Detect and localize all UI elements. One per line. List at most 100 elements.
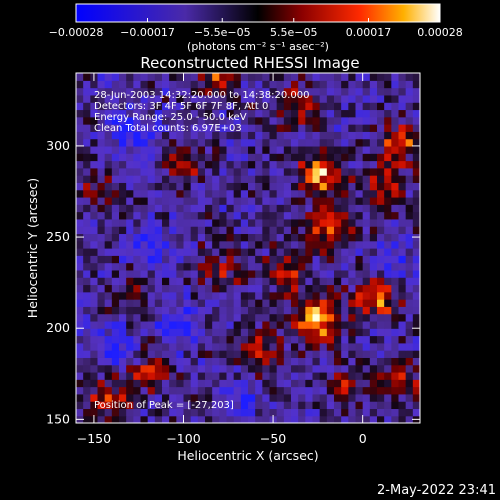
- heatmap-cell: [140, 306, 149, 315]
- heatmap-cell: [119, 218, 127, 227]
- heatmap-cell: [283, 153, 292, 162]
- heatmap-cell: [298, 153, 306, 162]
- heatmap-cell: [240, 124, 249, 132]
- heatmap-cell: [405, 328, 414, 337]
- heatmap-cell: [169, 145, 177, 154]
- heatmap-cell: [248, 313, 256, 322]
- heatmap-cell: [319, 386, 328, 395]
- heatmap-cell: [326, 116, 335, 125]
- heatmap-cell: [341, 102, 349, 111]
- heatmap-cell: [140, 131, 149, 140]
- heatmap-cell: [147, 313, 156, 322]
- heatmap-cell: [334, 415, 342, 423]
- heatmap-cell: [219, 248, 228, 256]
- heatmap-cell: [219, 175, 228, 183]
- heatmap-cell: [362, 153, 371, 162]
- heatmap-cell: [326, 291, 335, 300]
- heatmap-cell: [212, 102, 220, 111]
- heatmap-cell: [90, 102, 99, 111]
- heatmap-cell: [162, 233, 170, 242]
- heatmap-cell: [97, 138, 106, 147]
- heatmap-cell: [126, 116, 134, 125]
- heatmap-cell: [405, 102, 414, 111]
- heatmap-cell: [154, 371, 163, 380]
- heatmap-cell: [76, 269, 84, 278]
- heatmap-cell: [398, 94, 407, 103]
- heatmap-cell: [355, 87, 364, 96]
- heatmap-cell: [326, 73, 335, 81]
- heatmap-cell: [83, 109, 91, 118]
- heatmap-cell: [369, 291, 378, 300]
- heatmap-cell: [312, 408, 321, 417]
- chart-title: Reconstructed RHESSI Image: [140, 54, 359, 72]
- heatmap-cell: [405, 218, 414, 227]
- heatmap-cell: [219, 364, 228, 373]
- heatmap-cell: [147, 226, 156, 235]
- heatmap-cell: [348, 131, 357, 140]
- heatmap-cell: [255, 335, 263, 344]
- heatmap-cell: [369, 306, 378, 315]
- heatmap-cell: [111, 320, 120, 329]
- heatmap-cell: [183, 393, 192, 402]
- heatmap-cell: [305, 335, 314, 344]
- heatmap-cell: [111, 379, 120, 388]
- heatmap-cell: [104, 145, 113, 154]
- heatmap-cell: [147, 204, 156, 213]
- heatmap-cell: [276, 138, 285, 147]
- heatmap-cell: [412, 306, 420, 315]
- heatmap-cell: [154, 364, 163, 373]
- heatmap-cell: [140, 124, 149, 132]
- heatmap-cell: [154, 131, 163, 140]
- annotation-energy-range: Energy Range: 25.0 - 50.0 keV: [94, 112, 247, 123]
- heatmap-cell: [248, 371, 256, 380]
- heatmap-cell: [111, 182, 120, 191]
- heatmap-cell: [240, 116, 249, 125]
- heatmap-cell: [377, 313, 385, 322]
- heatmap-cell: [233, 262, 242, 271]
- heatmap-cell: [140, 313, 149, 322]
- heatmap-cell: [312, 320, 321, 329]
- heatmap-cell: [147, 145, 156, 154]
- heatmap-cell: [391, 364, 400, 373]
- heatmap-cell: [384, 233, 392, 242]
- heatmap-cell: [262, 131, 271, 140]
- heatmap-cell: [219, 350, 228, 358]
- heatmap-cell: [119, 401, 127, 410]
- heatmap-cell: [154, 226, 163, 235]
- heatmap-cell: [119, 313, 127, 322]
- heatmap-cell: [219, 379, 228, 388]
- heatmap-cell: [412, 182, 420, 191]
- x-tick-label: −150: [77, 431, 111, 446]
- heatmap-cell: [97, 393, 106, 402]
- heatmap-cell: [326, 240, 335, 249]
- heatmap-cell: [226, 189, 235, 198]
- heatmap-cell: [212, 284, 220, 293]
- heatmap-cell: [240, 204, 249, 213]
- heatmap-cell: [334, 131, 342, 140]
- heatmap-cell: [248, 87, 256, 96]
- heatmap-cell: [176, 226, 185, 235]
- heatmap-cell: [219, 313, 228, 322]
- heatmap-cell: [126, 291, 134, 300]
- heatmap-cell: [391, 269, 400, 278]
- heatmap-cell: [226, 167, 235, 176]
- heatmap-cell: [262, 357, 271, 366]
- heatmap-cell: [126, 255, 134, 264]
- heatmap-cell: [334, 291, 342, 300]
- heatmap-cell: [391, 291, 400, 300]
- heatmap-cell: [248, 299, 256, 307]
- heatmap-cell: [334, 335, 342, 344]
- heatmap-cell: [377, 401, 385, 410]
- heatmap-cell: [269, 153, 278, 162]
- heatmap-cell: [133, 204, 142, 213]
- heatmap-cell: [405, 160, 414, 169]
- heatmap-cell: [133, 262, 142, 271]
- heatmap-cell: [133, 167, 142, 176]
- heatmap-cell: [255, 94, 263, 103]
- heatmap-cell: [140, 109, 149, 118]
- heatmap-cell: [305, 386, 314, 395]
- heatmap-cell: [269, 160, 278, 169]
- heatmap-cell: [97, 116, 106, 125]
- heatmap-cell: [377, 218, 385, 227]
- heatmap-cell: [97, 255, 106, 264]
